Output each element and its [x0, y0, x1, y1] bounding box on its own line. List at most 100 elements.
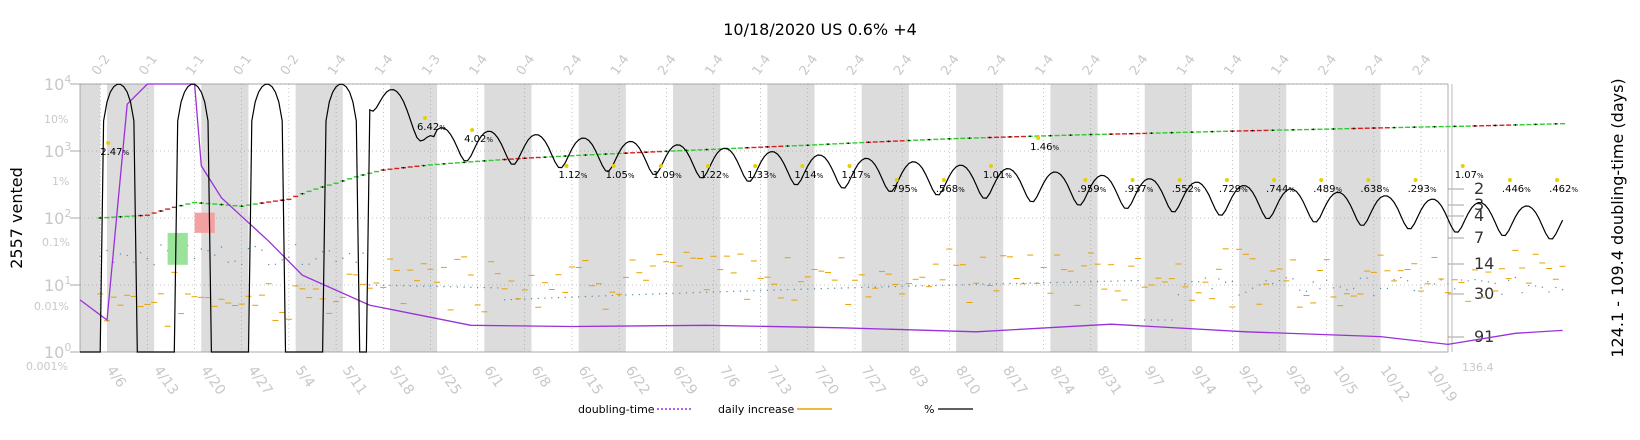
dot-73: [591, 295, 593, 298]
dot-28: [288, 256, 290, 259]
dot-209: [1507, 279, 1510, 282]
dot-58: [490, 287, 492, 289]
dot-112: [854, 286, 856, 289]
dot-126: [948, 284, 951, 286]
dot-173: [1265, 280, 1267, 282]
pct-tick-2: 0.1%: [42, 236, 70, 249]
cum-dot-96: [746, 146, 749, 149]
dot-97: [753, 290, 755, 292]
cum-dot-216: [1554, 122, 1557, 125]
dot-130: [975, 283, 977, 286]
dot-36: [342, 257, 344, 259]
cum-dot-57: [483, 160, 486, 162]
dot-203: [1467, 280, 1469, 282]
dot-7: [146, 257, 149, 260]
dot-106: [813, 288, 816, 290]
x-tick-25: 9/28: [1282, 363, 1313, 398]
cum-dot-153: [1130, 132, 1133, 135]
dot-152: [1123, 280, 1126, 282]
dot-171: [1251, 287, 1254, 289]
top-tick-5: 1-4: [325, 52, 349, 78]
cum-dot-177: [1292, 128, 1294, 131]
cum-dot-39: [362, 174, 364, 176]
x-tick-11: 6/22: [622, 363, 653, 398]
cum-dot-84: [665, 150, 668, 153]
dot-118: [894, 285, 897, 288]
cum-dot-195: [1413, 126, 1416, 129]
dot-104: [800, 288, 802, 290]
pct-marker-15: [1130, 178, 1135, 182]
dot-195: [1413, 289, 1416, 292]
dot-38: [355, 261, 357, 263]
dot-77: [618, 294, 620, 296]
dot-172: [1258, 284, 1261, 286]
cum-dot-6: [139, 214, 142, 217]
dot-52: [449, 286, 452, 288]
dot-147: [1090, 280, 1092, 283]
x-tick-13: 7/6: [716, 363, 742, 391]
dot-21: [241, 263, 243, 266]
dot-168: [1231, 280, 1234, 283]
dot-196: [1420, 287, 1422, 289]
cum-dot-12: [180, 204, 182, 207]
dot-174: [1272, 282, 1274, 285]
top-tick-22: 2-4: [1127, 52, 1151, 78]
dot-153: [1130, 280, 1132, 282]
dot-163: [1197, 281, 1200, 283]
dot-200: [1447, 283, 1449, 285]
pct-marker-4: [611, 164, 616, 168]
right-tick-1: 3: [1474, 195, 1484, 214]
cum-dot-75: [604, 153, 607, 155]
legend-pct-label: %: [924, 403, 934, 416]
dot-188: [1366, 277, 1368, 279]
cum-dot-210: [1514, 124, 1517, 126]
cum-dot-99: [766, 145, 769, 148]
cum-dot-129: [968, 137, 971, 140]
top-tick-7: 1-3: [419, 52, 443, 78]
right-axis-label: 124.1 - 109.4 doubling-time (days): [1608, 78, 1627, 357]
cum-dot-174: [1271, 129, 1274, 132]
cum-dot-63: [523, 157, 526, 160]
cum-dot-30: [301, 192, 304, 195]
dot-214: [1541, 286, 1544, 288]
pct-marker-24: [1555, 178, 1560, 182]
dot-57: [483, 286, 486, 289]
dot-207: [1494, 282, 1496, 285]
pct-marker-13: [1036, 136, 1041, 140]
pct-marker-0: [106, 141, 111, 145]
right-tick-7: 136.4: [1462, 361, 1494, 374]
cum-dot-27: [281, 199, 284, 202]
top-tick-11: 1-4: [608, 52, 632, 78]
pct-label-4: 1.05%: [606, 170, 635, 181]
top-tick-4: 0-2: [278, 52, 302, 78]
dot-206: [1487, 281, 1490, 283]
dot-95: [739, 290, 742, 292]
pct-label-18: .744%: [1266, 184, 1295, 195]
dot-179: [1305, 290, 1308, 293]
top-tick-14: 1-4: [750, 52, 774, 78]
dot-59: [497, 287, 499, 289]
dot-137: [1022, 282, 1025, 284]
pct-marker-23: [1507, 178, 1512, 182]
dot-140: [1042, 282, 1045, 284]
cum-dot-120: [907, 139, 910, 142]
cum-dot-9: [159, 210, 162, 212]
dot-170: [1245, 291, 1247, 294]
dot-202: [1460, 279, 1463, 281]
dot-183: [1332, 287, 1335, 289]
dot-165: [1211, 287, 1213, 290]
dot-76: [611, 294, 614, 297]
x-tick-20: 8/24: [1046, 363, 1077, 398]
dot-158: [1164, 319, 1166, 321]
pct-label-17: .729%: [1219, 184, 1248, 195]
dot-35: [335, 260, 337, 263]
x-tick-3: 4/27: [244, 363, 275, 398]
dot-56: [476, 286, 479, 289]
pct-label-6: 1.22%: [700, 170, 729, 181]
dot-181: [1319, 288, 1321, 290]
x-tick-21: 8/31: [1094, 363, 1125, 398]
x-tick-0: 4/6: [103, 363, 129, 391]
dot-60: [503, 299, 506, 301]
dot-30: [301, 263, 304, 266]
pct-label-15: .937%: [1125, 184, 1154, 195]
